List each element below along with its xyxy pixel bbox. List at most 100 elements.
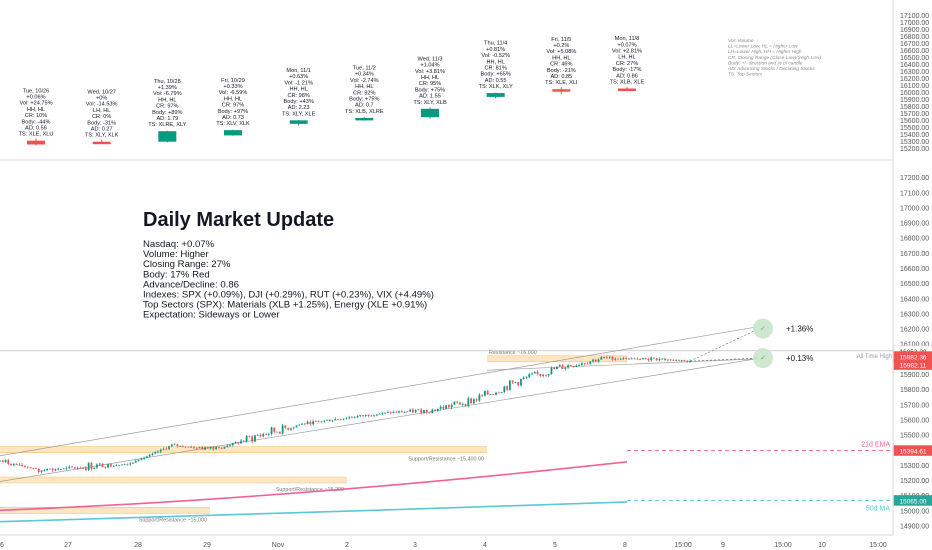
candle-body (281, 425, 284, 434)
bottom-axis-tick-label: 15900.00 (900, 372, 929, 379)
daily-bar-label-line: AD: 0.27 (91, 127, 113, 133)
candle-body (561, 365, 564, 369)
price-tag-text: 15065.00 (899, 498, 926, 505)
candle-body (686, 360, 689, 362)
candle-body (48, 468, 51, 470)
time-axis[interactable]: 6 27 28 29 Nov 2 3 4 5 8 15:00 9 15:00 10 15:00 (0, 542, 887, 549)
daily-bar-label-line: TS: XLY, XLE (282, 111, 316, 117)
candle-body (644, 358, 647, 360)
daily-bar-label-line: TS: XLB, XLRE (345, 109, 384, 115)
candle-body (636, 358, 639, 360)
candle-body (179, 445, 182, 447)
daily-bar-label-line: Body: +75% (415, 87, 445, 93)
candle-body (406, 411, 409, 413)
candle-body (107, 463, 109, 468)
bottom-axis-tick-label: 17000.00 (900, 205, 929, 212)
candle-body (184, 446, 187, 448)
update-line: Nasdaq: +0.07% (143, 239, 215, 250)
level-zone (0, 446, 487, 453)
daily-bar-label-line: CR: 46% (550, 62, 572, 68)
update-line: Top Sectors (SPX): Materials (XLB +1.25%… (143, 300, 427, 311)
daily-bar-label-line: +0.2% (553, 43, 569, 49)
daily-bar-label-line: Body: -44% (22, 119, 51, 125)
daily-bar-label-line: Thu, 10/28 (154, 79, 181, 85)
candle-body (145, 456, 148, 458)
candle-body (600, 357, 603, 360)
candle-body (672, 360, 675, 361)
daily-bar-label-line: HH, HL (289, 87, 307, 93)
candle-body (678, 359, 680, 361)
candle-body (195, 447, 198, 449)
candle-body (312, 421, 315, 425)
daily-bar-label-line: Thu, 11/4 (484, 41, 507, 47)
daily-bar-label-line: Vol: -14.53% (86, 102, 118, 108)
daily-bar-label-line: TS: XLY, XLK (85, 133, 119, 139)
daily-bar-label-line: AD: 0.86 (616, 73, 638, 79)
candle-body (270, 427, 273, 435)
time-axis-tick-label: 15:00 (674, 542, 692, 549)
candle-body (628, 358, 630, 360)
candle-body (411, 409, 414, 413)
candle-body (586, 363, 589, 365)
daily-bar-label-line: TS: XLV, XLK (216, 121, 250, 127)
daily-bar-label-line: CR: 98% (287, 93, 309, 99)
candle-body (4, 460, 7, 463)
candle-body (326, 419, 328, 421)
candle-body (46, 468, 49, 471)
bottom-price-axis[interactable]: 14900.0015000.0015100.0015200.0015300.00… (900, 175, 929, 530)
candle-body (556, 366, 558, 370)
candle-body (62, 468, 65, 470)
candle-body (362, 415, 364, 416)
candle-body (198, 447, 201, 448)
candle-body (1, 460, 4, 463)
candle-body (24, 466, 26, 467)
projection-check-icon: ✓ (760, 326, 766, 333)
projection-label: +1.36% (786, 325, 813, 334)
candle-body (98, 463, 101, 465)
candle-body (630, 358, 633, 360)
bottom-axis-tick-label: 15200.00 (900, 478, 929, 485)
bottom-axis-tick-label: 16600.00 (900, 266, 929, 273)
candle-body (320, 421, 323, 423)
candle-body (503, 386, 506, 393)
update-title: Daily Market Update (143, 209, 334, 231)
candle-body (486, 390, 489, 395)
candle-body (29, 467, 32, 468)
top-axis-tick-label: 16700.00 (900, 41, 929, 48)
candle-body (176, 444, 179, 446)
candle-body (170, 444, 173, 447)
candle-body (112, 465, 115, 467)
candle-body (389, 412, 392, 413)
legend-line: TS: Top Sectors (728, 72, 763, 78)
top-price-axis[interactable]: 15200.0015300.0015400.0015500.0015600.00… (900, 13, 929, 153)
top-axis-tick-label: 16900.00 (900, 27, 929, 34)
daily-bar-body (486, 93, 505, 97)
projection-label: +0.13% (786, 354, 813, 363)
time-axis-tick-label: 5 (553, 542, 557, 549)
time-axis-tick-label: 10 (818, 542, 826, 549)
candle-body (129, 463, 132, 465)
candle-body (364, 414, 367, 416)
candle-body (514, 382, 517, 383)
candle-body (664, 358, 666, 361)
candle-body (90, 463, 93, 470)
candle-body (492, 394, 495, 396)
legend-line: CR: Closing Range (Close-Low)/(High-Low) (728, 55, 821, 61)
candle-body (425, 409, 428, 413)
daily-bar-label-line: +0.33% (223, 84, 242, 90)
daily-bar-label-line: Tue, 10/26 (23, 88, 50, 94)
top-axis-tick-label: 16000.00 (900, 90, 929, 97)
candle-body (248, 435, 251, 437)
projection-markers: ✓ +1.36% ✓ +0.13% (753, 318, 813, 369)
daily-bar-label-line: Fri, 10/29 (221, 78, 245, 84)
daily-bar-label-line: CR: 97% (156, 104, 178, 110)
trend-lines (0, 326, 757, 482)
candle-body (367, 414, 370, 416)
candle-body (448, 405, 450, 408)
candle-body (689, 361, 691, 362)
candle-body (542, 374, 545, 376)
all-time-high-label: All Time High (857, 354, 892, 360)
candle-body (187, 446, 190, 448)
candle-body (572, 366, 575, 367)
